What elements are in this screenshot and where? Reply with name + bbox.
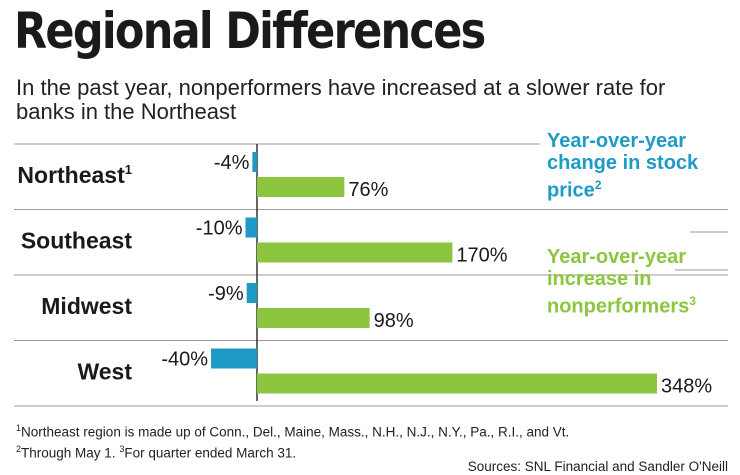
legend-stock-note: 2	[594, 178, 602, 192]
stock-price-bar	[245, 217, 257, 238]
nonperformers-bar	[257, 177, 345, 197]
footnote-2-text: Through May 1.	[21, 445, 116, 460]
nonperformers-value-label: 170%	[456, 245, 507, 267]
footnote-3-text: For quarter ended March 31.	[124, 445, 297, 460]
stock-price-value-label: -40%	[161, 349, 208, 371]
stock-price-value-label: -10%	[196, 218, 243, 240]
footnote-1: 1Northeast region is made up of Conn., D…	[16, 420, 728, 441]
footnote-3-num: 3	[119, 443, 125, 454]
chart-subtitle: In the past year, nonperformers have inc…	[16, 75, 666, 124]
stock-price-bar	[246, 283, 257, 303]
category-label: Midwest	[41, 293, 132, 319]
row-west: West -40% 348%	[77, 348, 712, 398]
chart-rows: Northeast1 -4% 76% Southeast -10% 170% Midwest…	[17, 152, 712, 398]
legend-stock-line1: Year-over-year	[547, 130, 686, 152]
legend-np-line1: Year-over-year	[547, 246, 686, 268]
legend-np-note: 3	[689, 294, 696, 308]
category-label: West	[77, 359, 132, 385]
stock-price-value-label: -4%	[214, 152, 250, 174]
nonperformers-bar	[257, 242, 453, 263]
chart-title: Regional Differences	[14, 2, 486, 60]
footnote-1-text: Northeast region is made up of Conn., De…	[21, 424, 570, 440]
nonperformers-bar	[257, 373, 657, 394]
row-southeast: Southeast -10% 170%	[21, 217, 508, 267]
row-separators	[14, 143, 728, 407]
footnote-2-num: 2	[16, 443, 22, 454]
sources-line: Sources: SNL Financial and Sandler O'Nei…	[467, 458, 728, 474]
legend-np-line2: increase in	[547, 268, 652, 290]
stock-price-bar	[211, 348, 257, 369]
legend-np-line3: nonperformers	[547, 295, 690, 318]
nonperformers-value-label: 348%	[661, 376, 712, 398]
footnote-2-3: 2Through May 1. 3For quarter ended March…	[16, 441, 728, 474]
row-midwest: Midwest -9% 98%	[41, 283, 414, 332]
footnotes: 1Northeast region is made up of Conn., D…	[16, 420, 728, 474]
stock-price-bar	[252, 152, 257, 172]
nonperformers-value-label: 76%	[348, 179, 388, 201]
legend-stock-price: Year-over-year change in stock price2	[547, 130, 698, 202]
legend-stock-line3: price	[547, 179, 595, 202]
nonperformers-bar	[257, 308, 370, 328]
nonperformers-value-label: 98%	[374, 310, 414, 332]
footnote-1-num: 1	[16, 423, 22, 433]
legend-nonperformers: Year-over-year increase in nonperformers…	[547, 246, 696, 318]
row-northeast: Northeast1 -4% 76%	[17, 152, 389, 201]
category-label: Northeast1	[17, 162, 132, 188]
stock-price-value-label: -9%	[208, 283, 244, 305]
legend-stock-line2: change in stock	[547, 152, 699, 174]
category-footnote-mark: 1	[125, 162, 132, 177]
category-label: Southeast	[21, 228, 133, 254]
